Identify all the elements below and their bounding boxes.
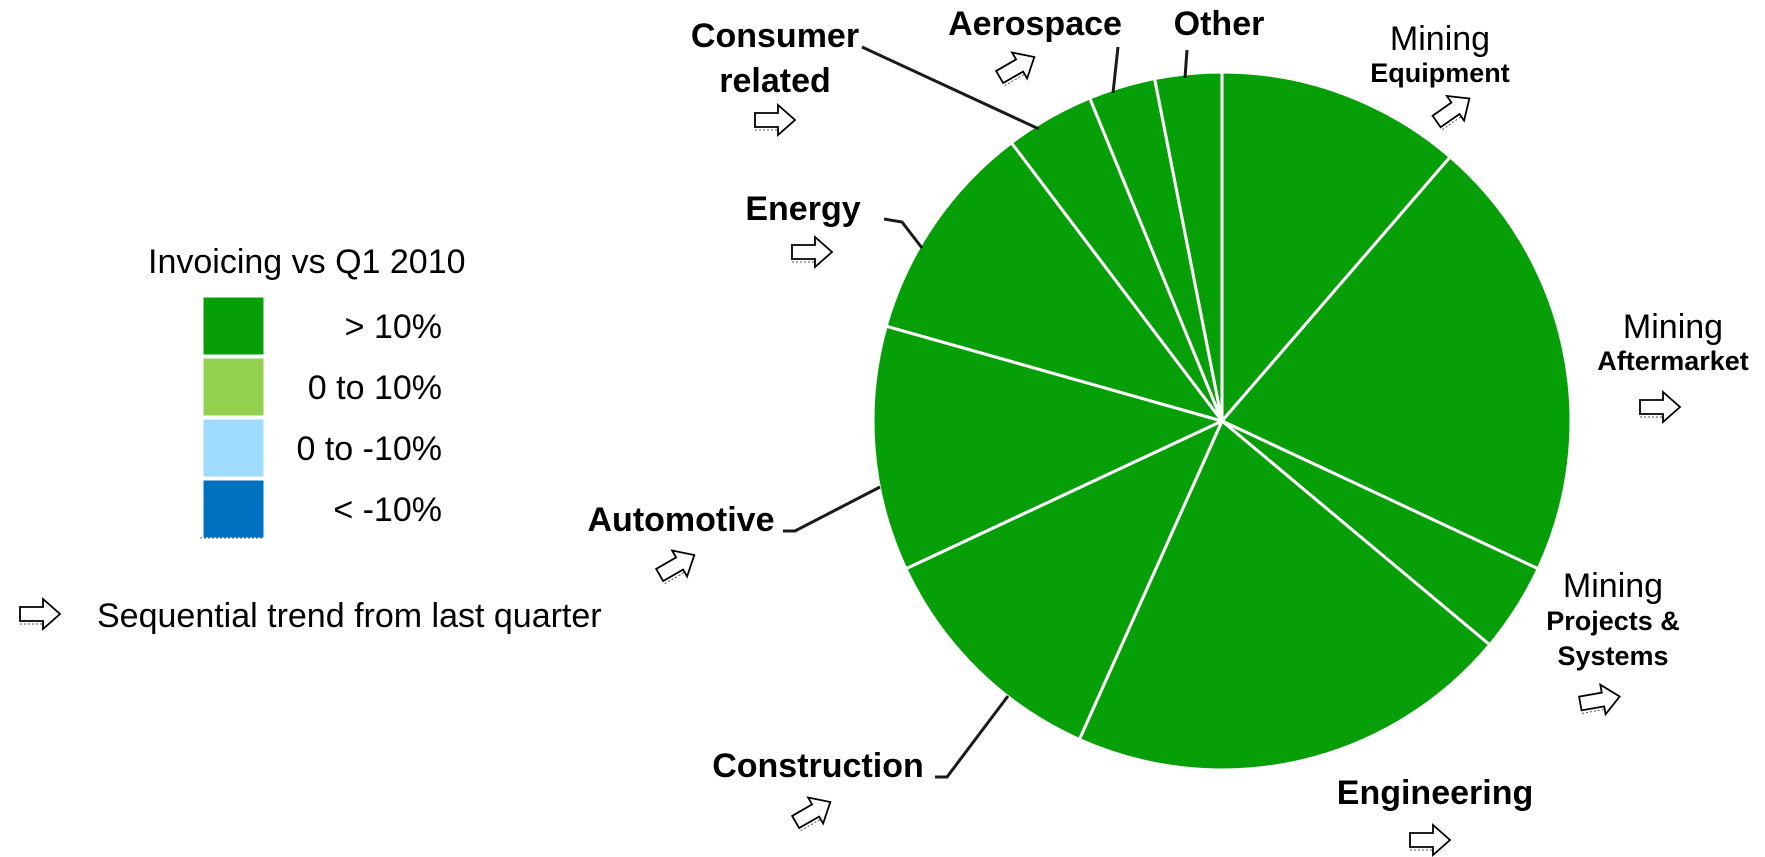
slice-label-mining-aftermarket: Aftermarket: [1597, 346, 1749, 376]
slice-label-energy: Energy: [745, 190, 860, 228]
slice-label-mining-equipment: Equipment: [1370, 58, 1510, 88]
legend-swatch: [202, 479, 265, 539]
leader-line: [883, 217, 924, 249]
pie-slice-mining-equipment: [1220, 70, 1452, 423]
legend-title: Invoicing vs Q1 2010: [148, 243, 466, 281]
trend-arrow-icon: [791, 235, 834, 269]
slice-label-mining-equipment: Mining: [1390, 20, 1490, 58]
slice-label-mining-projects-systems: Systems: [1557, 641, 1668, 671]
trend-arrow-icon: [19, 597, 62, 631]
trend-arrow-icon: [654, 549, 696, 585]
slice-label-construction: Construction: [712, 747, 924, 785]
slice-labels: MiningEquipmentMiningAftermarketMiningPr…: [588, 5, 1749, 857]
pie-slice-engineering: [1077, 419, 1492, 772]
slice-label-mining-projects-systems: Mining: [1563, 567, 1663, 605]
slice-label-automotive: Automotive: [588, 501, 775, 539]
pie-slices: [871, 70, 1573, 772]
legend-swatch: [202, 357, 265, 417]
pie-slice-energy: [884, 141, 1224, 423]
leader-lines: [783, 45, 1189, 779]
trend-arrow-icon: [1639, 390, 1682, 424]
slice-label-other: Other: [1174, 5, 1265, 43]
pie-slice-automotive: [871, 324, 1224, 571]
slice-label-mining-projects-systems: Projects &: [1546, 606, 1680, 636]
slice-label-mining-aftermarket: Mining: [1623, 308, 1723, 346]
trend-arrow-icon: [1578, 682, 1622, 717]
leader-line: [1111, 46, 1120, 94]
slice-label-engineering: Engineering: [1337, 774, 1533, 812]
legend-label: 0 to 10%: [308, 369, 442, 407]
trend-legend-label: Sequential trend from last quarter: [97, 597, 602, 635]
trend-arrow-icon: [754, 103, 797, 137]
pie-slice-other: [1153, 70, 1224, 423]
pie-slice-construction: [904, 419, 1224, 742]
arrow-icon: [19, 597, 62, 631]
leader-line: [783, 485, 881, 533]
slice-label-consumer-related: Consumer: [691, 17, 859, 55]
trend-legend: Sequential trend from last quarter: [19, 597, 602, 635]
legend: Invoicing vs Q1 2010 > 10% 0 to 10% 0 to -…: [19, 243, 602, 635]
legend-swatch: [202, 418, 265, 478]
trend-arrow-icon: [790, 796, 832, 832]
leader-line: [1183, 49, 1189, 79]
legend-swatch: [202, 296, 265, 356]
pie-slice-mining-aftermarket: [1220, 155, 1573, 571]
legend-label: > 10%: [345, 308, 442, 346]
leader-line: [935, 695, 1010, 779]
slice-label-consumer-related: related: [719, 62, 831, 100]
trend-arrow-icon: [994, 51, 1036, 87]
legend-label: 0 to -10%: [296, 430, 442, 468]
leader-line: [861, 45, 1040, 131]
slice-label-aerospace: Aerospace: [948, 5, 1122, 43]
legend-label: < -10%: [333, 491, 442, 529]
legend-items: > 10% 0 to 10% 0 to -10% < -10%: [200, 296, 442, 539]
trend-arrow-icon: [1431, 94, 1471, 131]
trend-arrow-icon: [1409, 823, 1452, 857]
